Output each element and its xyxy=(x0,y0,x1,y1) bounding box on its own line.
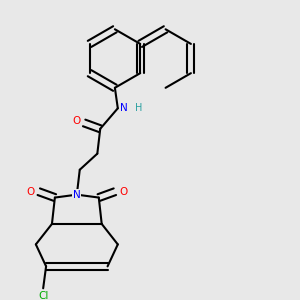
Text: Cl: Cl xyxy=(38,291,48,300)
Text: O: O xyxy=(119,187,127,197)
Text: O: O xyxy=(26,187,35,197)
Text: N: N xyxy=(120,103,128,113)
Text: H: H xyxy=(135,103,142,113)
Text: O: O xyxy=(73,116,81,127)
Text: N: N xyxy=(73,190,81,200)
